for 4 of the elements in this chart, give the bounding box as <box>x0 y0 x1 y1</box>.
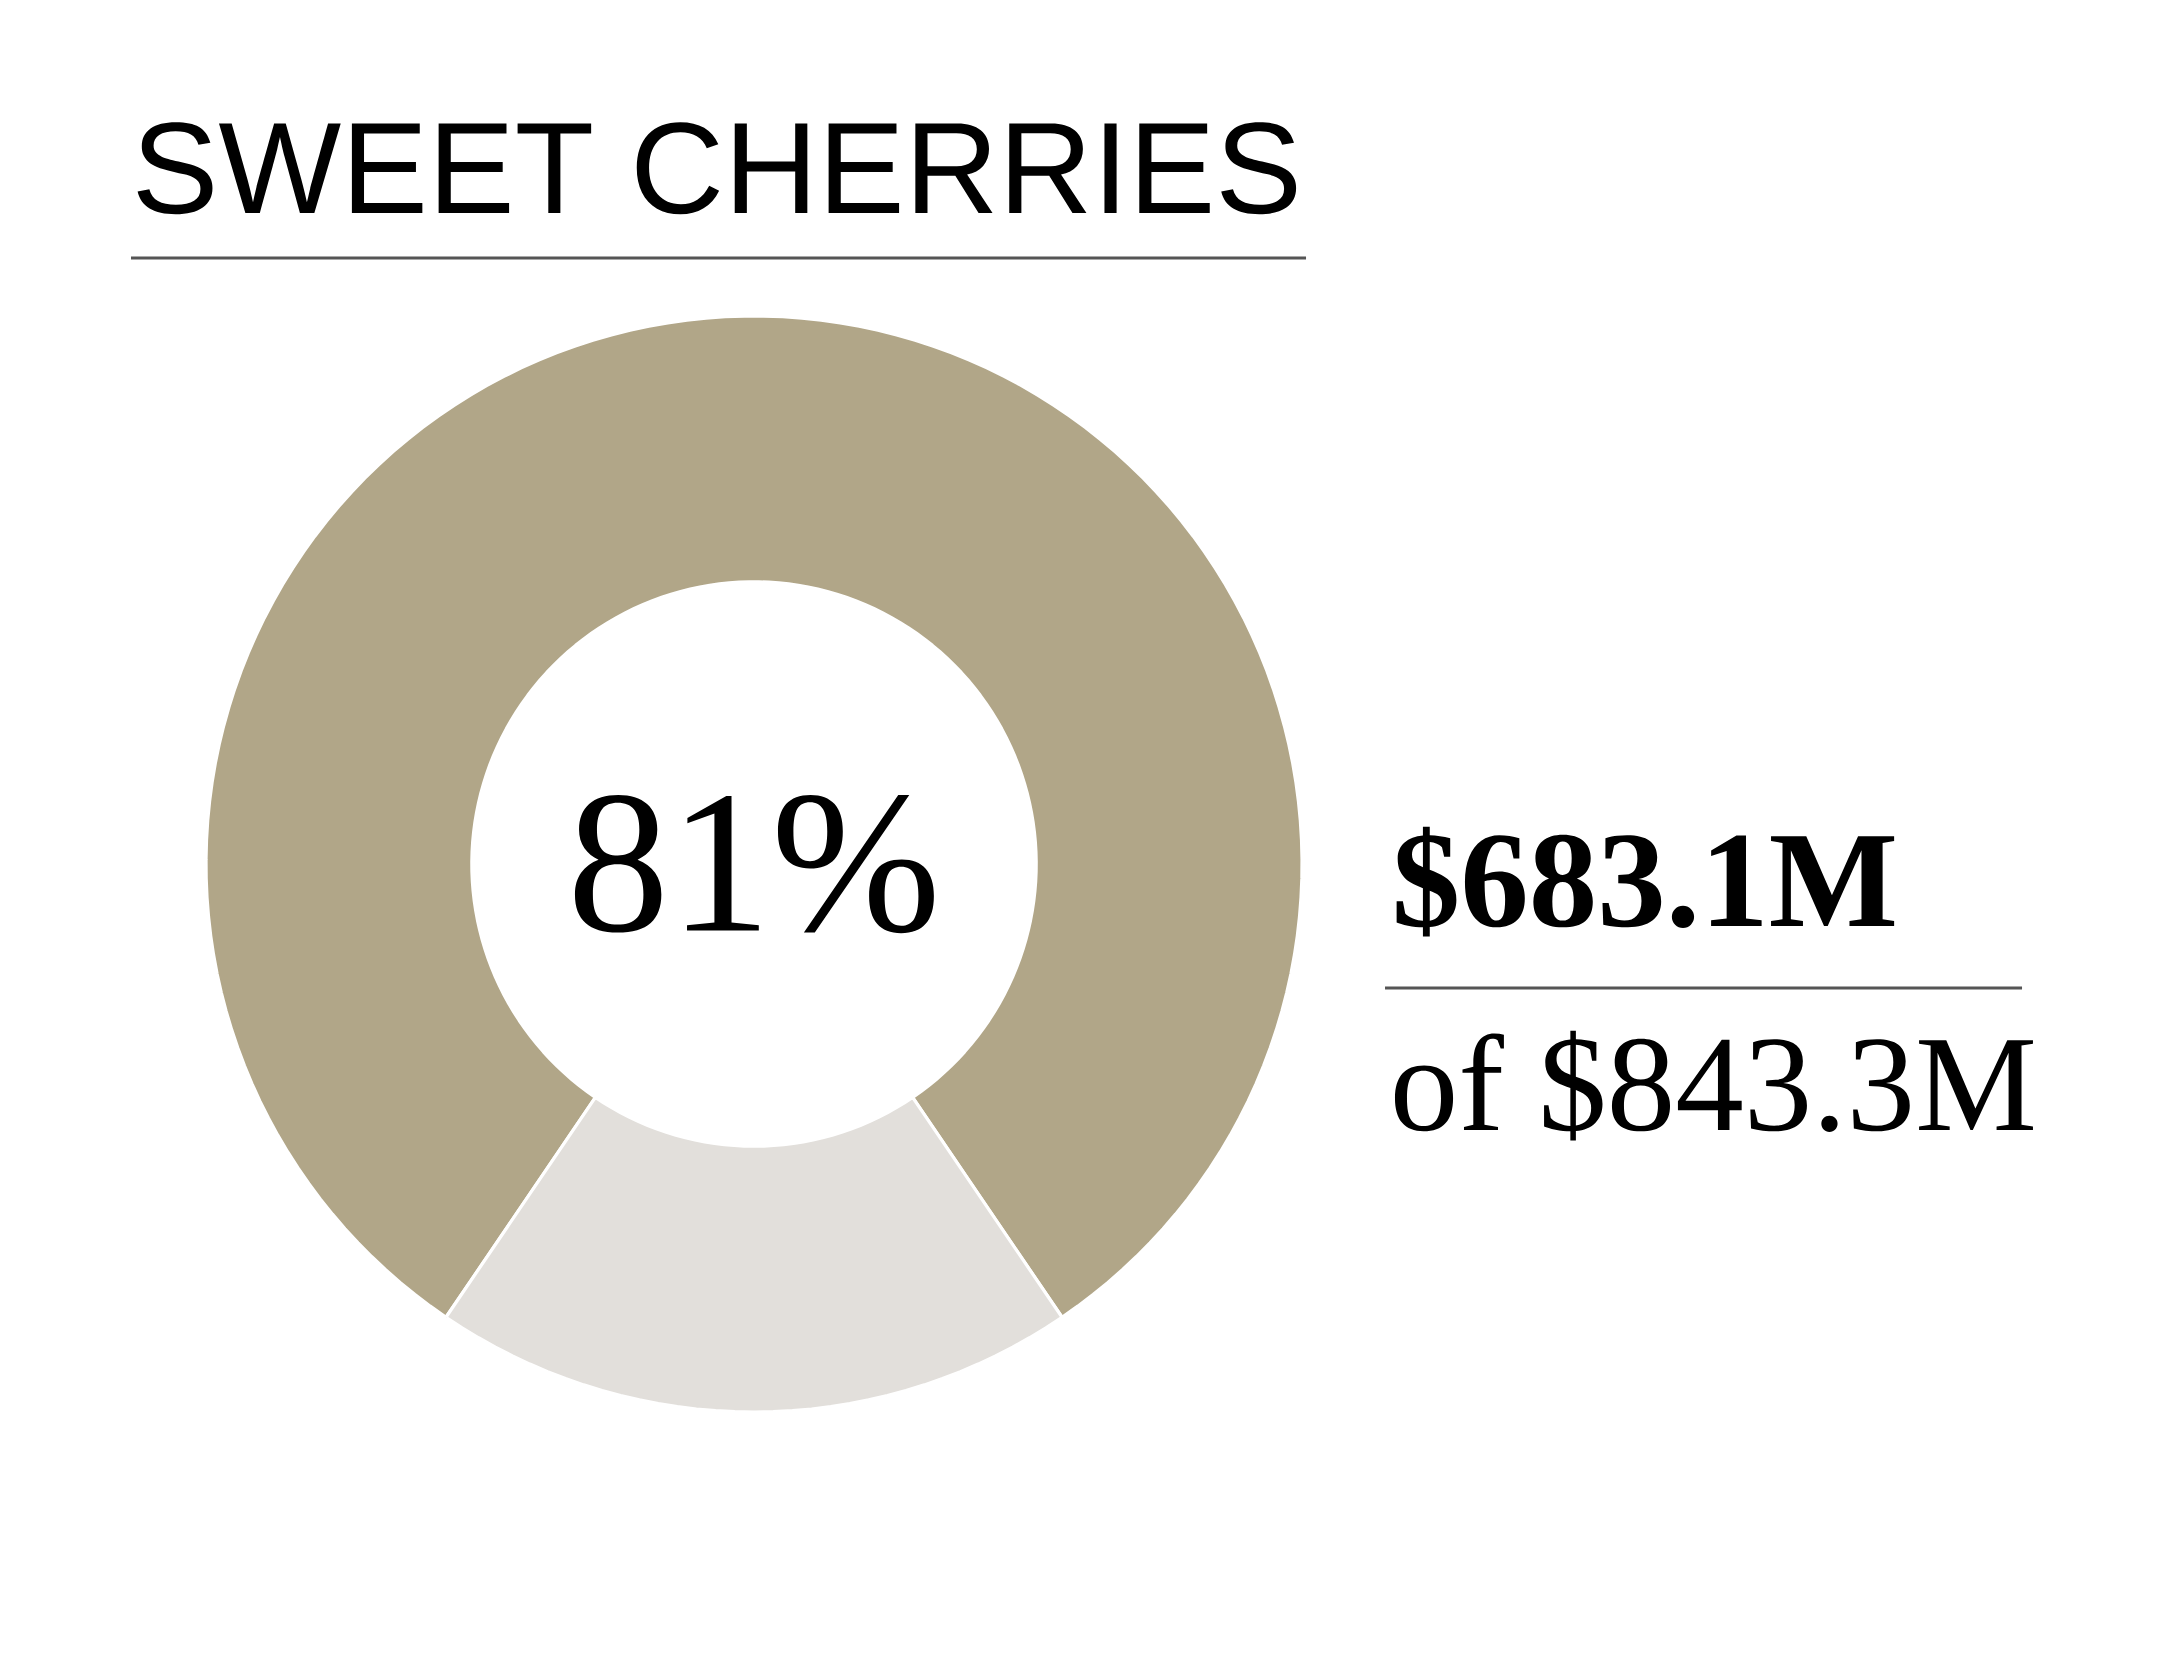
chart-title: SWEET CHERRIES <box>137 122 1297 215</box>
text: of $843.3M <box>1394 1030 2033 1141</box>
text: $683.1M <box>1396 826 1895 937</box>
data-label: 81% <box>574 794 934 934</box>
